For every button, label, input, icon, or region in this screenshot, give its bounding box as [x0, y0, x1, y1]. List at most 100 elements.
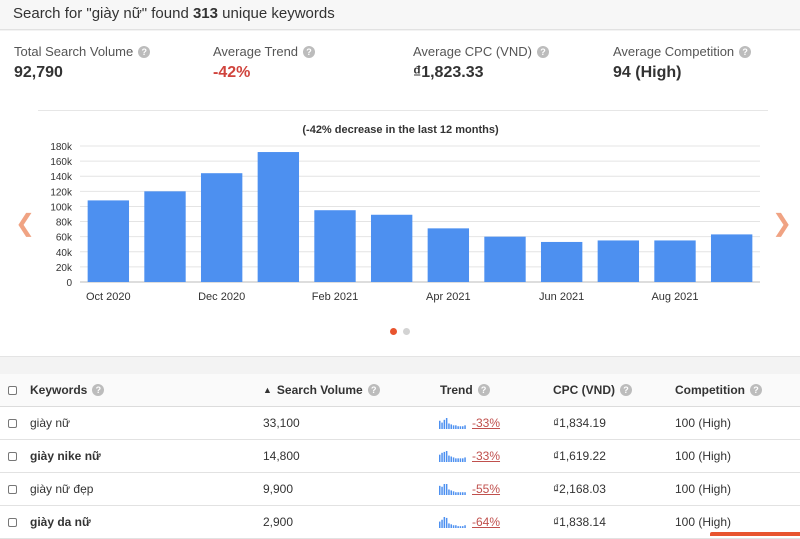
- sparkline-bar: [450, 524, 452, 528]
- bar-aug-2021: [654, 240, 696, 282]
- sparkline-icon: [439, 484, 466, 495]
- stat-average-trend: Average Trend? -42%: [213, 44, 316, 82]
- sparkline-bar: [464, 525, 466, 528]
- keyword-cell[interactable]: giày nike nữ: [30, 449, 101, 463]
- keyword-cell[interactable]: giày nữ đẹp: [30, 482, 94, 496]
- help-icon[interactable]: ?: [536, 45, 549, 58]
- x-tick-label: Aug 2021: [651, 291, 698, 303]
- carousel-dot-1[interactable]: [390, 328, 397, 335]
- sparkline-bar: [452, 525, 455, 528]
- sparkline-bar: [455, 525, 457, 528]
- chevron-left-icon[interactable]: ❮: [15, 210, 36, 237]
- y-tick-label: 140k: [50, 172, 73, 183]
- sparkline-bar: [443, 451, 446, 462]
- help-icon[interactable]: ?: [138, 45, 151, 58]
- sparkline-bar: [439, 521, 441, 528]
- carousel-dot-2[interactable]: [403, 328, 410, 335]
- sparkline-bar: [462, 458, 464, 462]
- sparkline-bar: [439, 420, 441, 429]
- header-keywords[interactable]: Keywords?: [30, 374, 105, 406]
- bar-jan-2021: [257, 152, 300, 282]
- help-icon[interactable]: ?: [750, 384, 762, 396]
- row-checkbox[interactable]: [8, 517, 17, 527]
- x-tick-label: Jun 2021: [539, 291, 584, 303]
- bar-oct-2020: [87, 200, 130, 282]
- cpc-cell: ₫1,834.19: [553, 416, 606, 430]
- header-cpc[interactable]: CPC (VND)?: [553, 374, 632, 406]
- help-icon[interactable]: ?: [739, 45, 752, 58]
- table-row[interactable]: giày nữ 33,100 -33% ₫1,834.19 100 (High): [0, 407, 800, 440]
- bar-jun-2021: [540, 241, 583, 282]
- header-keywords-label: Keywords: [30, 383, 88, 397]
- stat-value: ₫1,823.33: [413, 64, 484, 81]
- select-all-checkbox[interactable]: [8, 385, 17, 395]
- chevron-right-icon[interactable]: ❯: [772, 210, 793, 237]
- header-search-volume[interactable]: ▲ Search Volume?: [263, 374, 380, 406]
- sparkline-bar: [445, 418, 448, 429]
- trend-value[interactable]: -55%: [472, 482, 501, 496]
- sparkline-bar: [462, 526, 464, 528]
- keyword-count: 313: [192, 5, 218, 22]
- y-tick-label: 120k: [50, 187, 73, 198]
- header-trend[interactable]: Trend?: [440, 374, 490, 406]
- x-tick-label: Apr 2021: [426, 291, 471, 303]
- stat-label: Average CPC (VND): [413, 44, 532, 59]
- bar-jul-2021: [597, 240, 640, 282]
- sparkline-bar: [441, 422, 443, 429]
- chart-title: (-42% decrease in the last 12 months): [302, 124, 499, 136]
- trend-value[interactable]: -33%: [472, 416, 501, 430]
- header-suffix: unique keywords: [222, 5, 335, 22]
- sparkline-icon: [439, 517, 466, 528]
- sparkline-bar: [445, 484, 448, 495]
- sparkline-bar: [441, 519, 443, 528]
- keyword-table: Keywords? ▲ Search Volume? Trend? CPC (VN…: [0, 374, 800, 539]
- sparkline-bar: [455, 425, 457, 429]
- bar-mar-2021: [370, 214, 413, 282]
- keyword-cell[interactable]: giày nữ: [30, 416, 71, 430]
- sparkline-bar: [459, 426, 462, 429]
- row-checkbox[interactable]: [8, 451, 17, 461]
- bar-nov-2020: [144, 191, 186, 282]
- sparkline-bar: [452, 425, 455, 429]
- sparkline-bar: [450, 456, 452, 462]
- row-checkbox[interactable]: [8, 418, 17, 428]
- keyword-cell[interactable]: giày da nữ: [30, 515, 91, 529]
- x-tick-label: Feb 2021: [312, 291, 358, 303]
- sparkline-bar: [457, 426, 459, 429]
- header-cpc-label: CPC (VND): [553, 383, 615, 397]
- table-row[interactable]: giày da nữ 2,900 -64% ₫1,838.14 100 (Hig…: [0, 506, 800, 539]
- sort-ascending-icon: ▲: [263, 385, 272, 395]
- sparkline-bar: [448, 455, 450, 462]
- sparkline-bar: [457, 526, 459, 528]
- header-competition[interactable]: Competition?: [675, 374, 762, 406]
- y-tick-label: 40k: [56, 248, 73, 259]
- stat-label: Average Competition: [613, 44, 735, 59]
- trend-cell[interactable]: -55%: [439, 473, 500, 505]
- sparkline-icon: [439, 451, 466, 462]
- sparkline-bar: [448, 489, 450, 495]
- trend-cell[interactable]: -33%: [439, 440, 500, 472]
- sparkline-bar: [448, 523, 450, 528]
- trend-value[interactable]: -64%: [472, 515, 501, 529]
- sparkline-bar: [457, 492, 459, 495]
- y-tick-label: 100k: [50, 202, 73, 213]
- accent-tab[interactable]: [710, 532, 800, 536]
- trend-value[interactable]: -33%: [472, 449, 501, 463]
- table-row[interactable]: giày nike nữ 14,800 -33% ₫1,619.22 100 (…: [0, 440, 800, 473]
- help-icon[interactable]: ?: [303, 45, 316, 58]
- sparkline-bar: [464, 457, 466, 462]
- sparkline-bar: [459, 458, 462, 462]
- table-row[interactable]: giày nữ đẹp 9,900 -55% ₫2,168.03 100 (Hi…: [0, 473, 800, 506]
- header-competition-label: Competition: [675, 383, 745, 397]
- help-icon[interactable]: ?: [92, 384, 105, 396]
- help-icon[interactable]: ?: [620, 384, 632, 396]
- help-icon[interactable]: ?: [367, 384, 380, 396]
- sparkline-bar: [452, 457, 455, 462]
- sparkline-bar: [455, 458, 457, 462]
- results-header: Search for "giày nữ" found 313 unique ke…: [0, 0, 800, 30]
- help-icon[interactable]: ?: [477, 384, 490, 396]
- row-checkbox[interactable]: [8, 484, 17, 494]
- trend-cell[interactable]: -33%: [439, 407, 500, 439]
- trend-cell[interactable]: -64%: [439, 506, 500, 538]
- sparkline-bar: [445, 517, 448, 528]
